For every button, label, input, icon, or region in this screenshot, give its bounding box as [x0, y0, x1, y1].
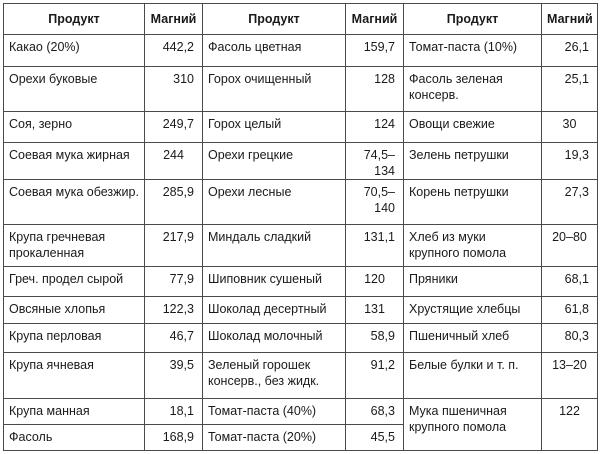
value-cell: 46,7: [144, 323, 203, 353]
value-cell: 310: [144, 66, 203, 113]
value-cell: 285,9: [144, 179, 203, 225]
value-cell: 19,3: [541, 141, 598, 181]
product-cell: Фасоль: [3, 423, 145, 452]
value-cell: 249,7: [144, 111, 203, 143]
product-cell: Хлеб из муки крупного помола: [403, 223, 542, 268]
product-cell: Томат-паста (10%): [403, 33, 542, 68]
value-cell: 70,5–140: [345, 179, 404, 225]
value-cell: 68,3: [345, 398, 404, 425]
header-row: Продукт Магний Продукт Магний Продукт Ма…: [3, 3, 598, 35]
product-cell: Фасоль цветная: [202, 33, 346, 68]
magnesium-table: Продукт Магний Продукт Магний Продукт Ма…: [3, 3, 598, 452]
table-row: Греч. продел сырой 77,9 Шиповник сушеный…: [3, 266, 598, 297]
value-cell: 61,8: [541, 295, 598, 325]
value-cell: 168,9: [144, 423, 203, 452]
value-cell: 27,3: [541, 179, 598, 225]
product-cell: Горох целый: [202, 111, 346, 143]
value-cell: 77,9: [144, 266, 203, 297]
table-row: Соевая мука жирная 244 Орехи грецкие 74,…: [3, 141, 598, 181]
value-cell: 124: [345, 111, 404, 143]
value-cell: 128: [345, 66, 404, 113]
product-cell: Соевая мука жирная: [3, 141, 145, 181]
value-cell: 122,3: [144, 295, 203, 325]
product-cell: Овсяные хлопья: [3, 295, 145, 325]
product-cell: Овощи свежие: [403, 111, 542, 143]
header-product: Продукт: [202, 3, 346, 35]
product-cell: Орехи буковые: [3, 66, 145, 113]
table-row: Крупа манная 18,1 Томат-паста (40%) 68,3…: [3, 398, 598, 451]
value-cell: 25,1: [541, 66, 598, 113]
product-cell: Какао (20%): [3, 33, 145, 68]
value-cell: 217,9: [144, 223, 203, 268]
table-row: Крупа ячневая 39,5 Зеленый горошек консе…: [3, 351, 598, 400]
product-cell: Белые булки и т. п.: [403, 351, 542, 400]
product-cell: Крупа гречневая прокаленная: [3, 223, 145, 268]
value-cell: 18,1: [144, 398, 203, 425]
product-cell: Корень петрушки: [403, 179, 542, 225]
value-cell: 30: [541, 111, 598, 143]
product-cell: Зелень петрушки: [403, 141, 542, 181]
product-cell: Пшеничный хлеб: [403, 323, 542, 353]
table-row: Овсяные хлопья 122,3 Шоколад десертный 1…: [3, 295, 598, 325]
table-row: Орехи буковые 310 Горох очищенный 128 Фа…: [3, 66, 598, 113]
product-cell: Крупа перловая: [3, 323, 145, 353]
value-cell: 442,2: [144, 33, 203, 68]
value-cell: 74,5–134: [345, 141, 404, 181]
value-cell: 91,2: [345, 351, 404, 400]
table-row: Крупа гречневая прокаленная 217,9 Миндал…: [3, 223, 598, 268]
value-cell: 20–80: [541, 223, 598, 268]
product-cell: Шоколад молочный: [202, 323, 346, 353]
table-row: Фасоль 168,9 Томат-паста (20%) 45,5: [3, 423, 598, 452]
value-cell: 244: [144, 141, 203, 181]
value-cell: 80,3: [541, 323, 598, 353]
value-cell: 26,1: [541, 33, 598, 68]
table-row: Соя, зерно 249,7 Горох целый 124 Овощи с…: [3, 111, 598, 143]
value-cell: 122: [541, 398, 598, 451]
value-cell: 39,5: [144, 351, 203, 400]
product-cell: Фасоль зеленая консерв.: [403, 66, 542, 113]
product-cell: Крупа ячневая: [3, 351, 145, 400]
product-cell: Зеленый горошек консерв., без жидк.: [202, 351, 346, 400]
product-cell: Крупа манная: [3, 398, 145, 425]
product-cell: Томат-паста (20%): [202, 423, 346, 452]
value-cell: 68,1: [541, 266, 598, 297]
table-row: Крупа перловая 46,7 Шоколад молочный 58,…: [3, 323, 598, 353]
header-product: Продукт: [403, 3, 542, 35]
product-cell: Миндаль сладкий: [202, 223, 346, 268]
table-row: Соевая мука обезжир. 285,9 Орехи лесные …: [3, 179, 598, 225]
product-cell: Орехи грецкие: [202, 141, 346, 181]
header-magnesium: Магний: [345, 3, 404, 35]
value-cell: 58,9: [345, 323, 404, 353]
product-cell: Горох очищенный: [202, 66, 346, 113]
product-cell: Греч. продел сырой: [3, 266, 145, 297]
table-row: Какао (20%) 442,2 Фасоль цветная 159,7 Т…: [3, 33, 598, 68]
product-cell: Хрустящие хлебцы: [403, 295, 542, 325]
value-cell: 131,1: [345, 223, 404, 268]
value-cell: 131: [345, 295, 404, 325]
value-cell: 159,7: [345, 33, 404, 68]
product-cell: Мука пшеничная крупного помола: [403, 398, 542, 451]
header-magnesium: Магний: [144, 3, 203, 35]
product-cell: Шоколад десертный: [202, 295, 346, 325]
value-cell: 13–20: [541, 351, 598, 400]
value-cell: 120: [345, 266, 404, 297]
product-cell: Шиповник сушеный: [202, 266, 346, 297]
header-product: Продукт: [3, 3, 145, 35]
product-cell: Соя, зерно: [3, 111, 145, 143]
value-cell: 45,5: [345, 423, 404, 452]
product-cell: Орехи лесные: [202, 179, 346, 225]
product-cell: Томат-паста (40%): [202, 398, 346, 425]
header-magnesium: Магний: [541, 3, 598, 35]
product-cell: Соевая мука обезжир.: [3, 179, 145, 225]
product-cell: Пряники: [403, 266, 542, 297]
